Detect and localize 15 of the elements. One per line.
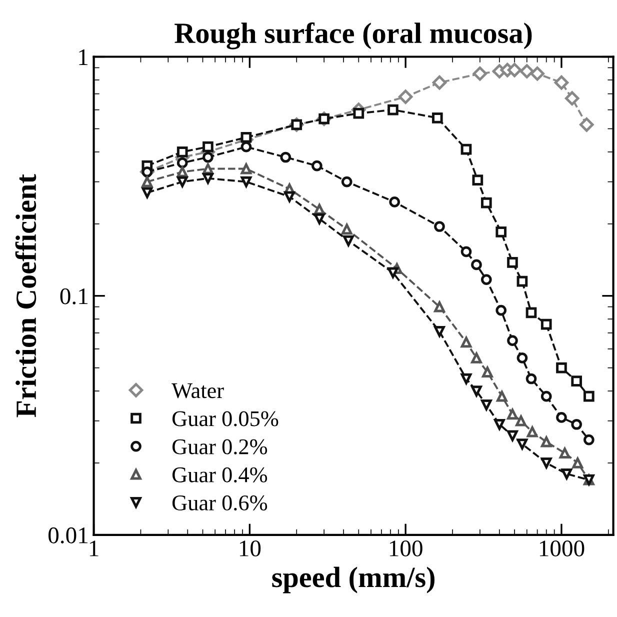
y-tick-label: 1 <box>79 49 88 65</box>
y-axis-title: Friction Coefficient <box>15 174 36 418</box>
legend-label: Guar 0.4% <box>172 467 268 482</box>
x-tick-label: 10 <box>240 540 261 556</box>
legend-label: Guar 0.6% <box>172 495 268 511</box>
x-axis-title: speed (mm/s) <box>272 566 434 594</box>
x-tick-label: 1 <box>90 540 98 556</box>
x-tick-label: 100 <box>390 540 422 556</box>
legend-label: Guar 0.2% <box>172 439 268 454</box>
legend-label: Guar 0.05% <box>172 411 278 426</box>
x-tick-label: 1000 <box>540 540 584 556</box>
legend-label: Water <box>172 383 224 398</box>
chart-title: Rough surface (oral mucosa) <box>174 22 532 50</box>
y-tick-label: 0.01 <box>48 527 88 544</box>
y-tick-label: 0.1 <box>60 288 88 304</box>
